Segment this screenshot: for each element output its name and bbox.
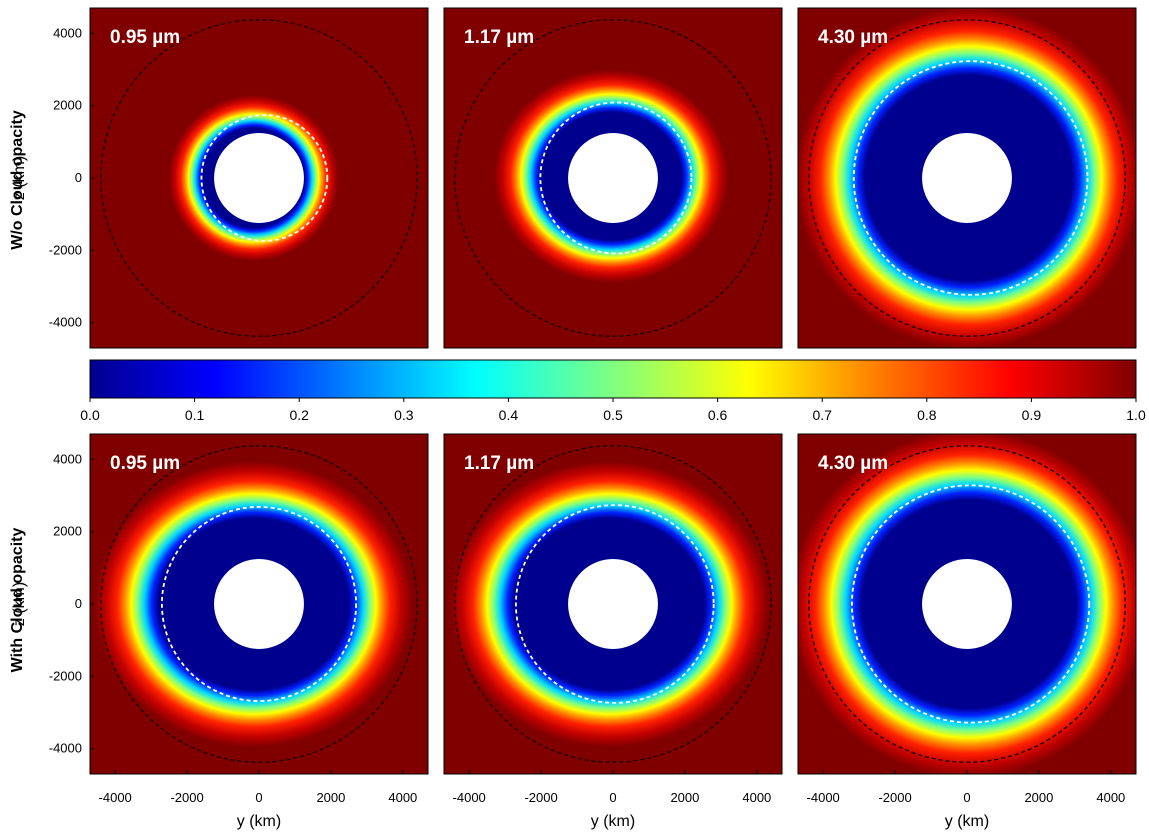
planet-disk (922, 559, 1012, 649)
x-axis-label: y (km) (237, 813, 281, 830)
y-tick-label: -4000 (49, 741, 82, 756)
y-tick-label: 2000 (53, 98, 82, 113)
colorbar-tick-label: 0.2 (289, 407, 309, 423)
x-axis-label: y (km) (591, 813, 635, 830)
x-tick-label: -4000 (99, 790, 132, 805)
colorbar-tick-label: 0.7 (812, 407, 832, 423)
x-tick-label: -2000 (170, 790, 203, 805)
colorbar-bar (89, 359, 1137, 399)
white-dashed-circle (851, 484, 1091, 724)
panel-1-1: 1.17 µm -4000 -2000 0 2000 4000 y (km) (443, 433, 783, 830)
x-tick-label: 2000 (1024, 790, 1053, 805)
panel-0-2: 4.30 µm (797, 7, 1137, 349)
wavelength-label: 4.30 µm (818, 27, 888, 48)
panel-frame (797, 7, 1137, 349)
wavelength-label: 0.95 µm (110, 27, 180, 48)
y-tick-label: 0 (75, 170, 82, 185)
x-tick-label: 4000 (1096, 790, 1125, 805)
colorbar-tick-label: 0.9 (1022, 407, 1042, 423)
y-tick-label: -2000 (49, 668, 82, 683)
colorbar-tick-label: 0.3 (394, 407, 414, 423)
x-tick-label: 2000 (316, 790, 345, 805)
x-tick-label: 2000 (670, 790, 699, 805)
panel-1-0: 0.95 µm -4000 -2000 0 2000 4000 z (km) -4000 -20… (11, 433, 429, 830)
y-tick-label: -4000 (49, 315, 82, 330)
wavelength-label: 1.17 µm (464, 27, 534, 48)
planet-disk (568, 559, 658, 649)
panel-1-2: 4.30 µm -4000 -2000 0 2000 4000 y (km) (797, 433, 1137, 830)
colorbar-tick-label: 0.8 (917, 407, 937, 423)
planet-disk (922, 133, 1012, 223)
colorbar-tick-label: 1.0 (1126, 407, 1146, 423)
panel-0-0: 0.95 µm -4000 -2000 0 2000 4000 z (km) (11, 7, 429, 349)
y-tick-label: -2000 (49, 242, 82, 257)
outer-dashed-circle (808, 19, 1126, 337)
panel-0-1: 1.17 µm (443, 7, 783, 349)
y-tick-label: 0 (75, 596, 82, 611)
x-tick-label: -4000 (807, 790, 840, 805)
x-tick-label: -2000 (878, 790, 911, 805)
white-dashed-circle (515, 504, 715, 704)
outer-dashed-circle (100, 19, 418, 337)
x-tick-label: 4000 (742, 790, 771, 805)
y-tick-label: 4000 (53, 451, 82, 466)
x-tick-label: 0 (963, 790, 970, 805)
outer-dashed-circle (454, 445, 772, 763)
wavelength-label: 1.17 µm (464, 453, 534, 474)
panel-grid: 0.95 µm -4000 -2000 0 2000 4000 z (km) 1.17 µm 4… (11, 7, 1137, 830)
y-tick-label: 4000 (53, 25, 82, 40)
wavelength-label: 4.30 µm (818, 453, 888, 474)
planet-disk (568, 133, 658, 223)
x-tick-label: -4000 (453, 790, 486, 805)
white-dashed-circle (852, 60, 1089, 296)
y-axis-label: z (km) (11, 582, 28, 626)
white-dashed-circle (200, 114, 329, 242)
x-tick-label: 4000 (388, 790, 417, 805)
planet-disk (214, 559, 304, 649)
colorbar: 0.0 0.1 0.2 0.3 0.4 0.5 0.6 0.7 0.8 0.9 1.0 (80, 359, 1146, 423)
outer-dashed-circle (100, 445, 418, 763)
white-dashed-circle (539, 101, 693, 255)
y-tick-label: 2000 (53, 524, 82, 539)
colorbar-tick-label: 0.1 (185, 407, 205, 423)
colorbar-tick-label: 0.4 (499, 407, 519, 423)
x-tick-label: 0 (255, 790, 262, 805)
colorbar-tick-label: 0.5 (603, 407, 623, 423)
planet-disk (214, 133, 304, 223)
colorbar-tick-label: 0.6 (708, 407, 728, 423)
colorbar-tick-label: 0.0 (80, 407, 100, 423)
y-axis-label: z (km) (11, 156, 28, 200)
wavelength-label: 0.95 µm (110, 453, 180, 474)
row-label-with-cloud: With Cloud opacity (9, 528, 26, 673)
row-label-without-cloud: W/o Cloud opacity (9, 110, 26, 250)
panel-frame (443, 7, 783, 349)
x-tick-label: -2000 (524, 790, 557, 805)
outer-dashed-circle (454, 19, 772, 337)
x-axis-label: y (km) (945, 813, 989, 830)
outer-dashed-circle (808, 445, 1126, 763)
x-tick-label: 0 (609, 790, 616, 805)
white-dashed-circle (161, 506, 357, 702)
